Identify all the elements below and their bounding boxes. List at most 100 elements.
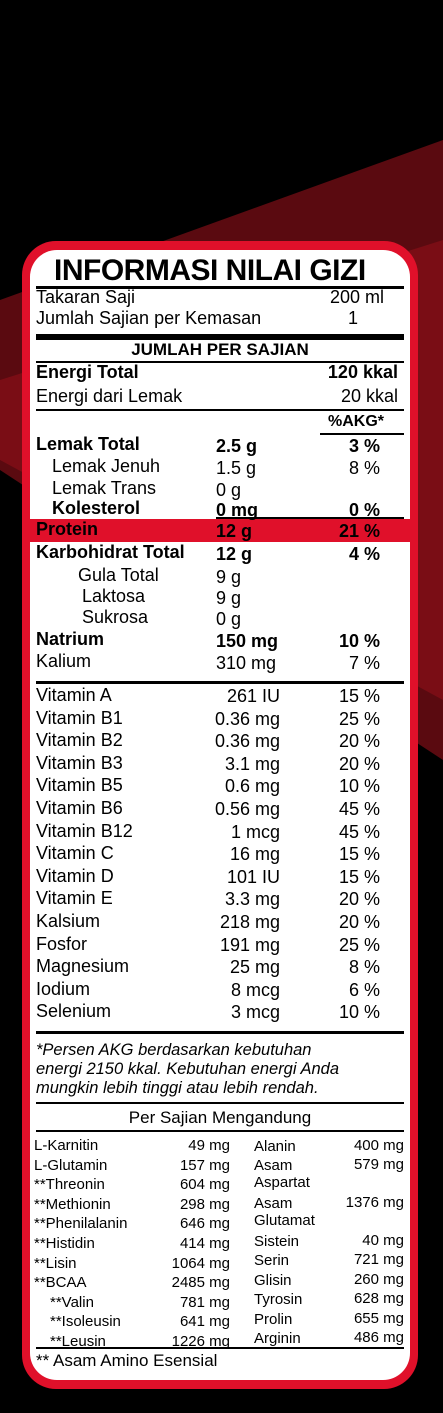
servings-per-pack-label: Jumlah Sajian per Kemasan [36,308,262,328]
amino-amount: 579 mg [353,1156,404,1173]
footnote-line-2: energi 2150 kkal. Kebutuhan energi Anda [36,1060,340,1078]
macro-label: Natrium [36,629,105,649]
vitamin-amount: 191 mg [219,934,280,955]
amino-label: Prolin [254,1311,293,1328]
vitamin-akg: 15 % [338,686,380,706]
amino-amount: 260 mg [353,1271,404,1288]
footnote-line-3: mungkin lebih tinggi atau lebih rendah. [36,1079,319,1097]
vitamin-amount: 101 IU [226,866,280,887]
macro-amount: 9 g [216,567,242,587]
amino-label: **Methionin [34,1195,111,1213]
amino-label: Tyrosin [254,1291,303,1308]
nutrition-label: INFORMASI NILAI GIZI Takaran Saji 200 ml… [30,250,410,1380]
amino-label: Serin [254,1252,290,1269]
vitamin-amount: 25 mg [229,957,280,978]
vitamin-akg: 8 % [348,957,380,978]
macro-label: Gula Total [78,565,159,585]
amino-amount: 641 mg [179,1313,230,1331]
amino-label: Arginin [254,1330,301,1347]
vitamin-amount: 218 mg [219,912,280,932]
macro-akg: 21 % [338,521,380,541]
vitamin-amount: 0.56 mg [214,799,280,819]
divider [36,286,404,289]
amino-amount: 1226 mg [171,1333,230,1350]
amino-amount: 414 mg [179,1235,230,1252]
amino-amount: 721 mg [353,1251,404,1268]
vitamin-akg: 20 % [338,731,380,752]
amino-amount: 2485 mg [171,1274,230,1292]
amino-label: Glisin [254,1272,292,1289]
vitamin-akg: 10 % [338,776,380,797]
vitamin-label: Vitamin C [36,843,114,864]
amino-label: **Isoleusin [50,1313,121,1331]
vitamin-label: Selenium [36,1001,112,1022]
vitamin-amount: 16 mg [229,844,280,865]
label-title: INFORMASI NILAI GIZI [54,254,366,287]
energy-total-value: 120 kkal [327,362,398,382]
vitamin-akg: 20 % [338,753,380,774]
amino-label: **Histidin [34,1235,95,1252]
vitamin-label: Vitamin B2 [36,730,123,751]
amino-amount: 1064 mg [171,1254,230,1272]
macro-akg: 0 % [348,500,380,520]
macro-label: Protein [36,519,99,539]
vitamin-amount: 3.1 mg [224,753,280,774]
thick-divider [36,334,404,340]
divider [36,409,404,411]
amino-label: **Lisin [34,1254,77,1272]
vitamin-amount: 0.6 mg [224,776,280,797]
macro-amount: 9 g [216,588,242,608]
divider [36,1347,404,1349]
divider [216,517,404,519]
amino-label: **Phenilalanin [34,1215,128,1233]
vitamin-akg: 15 % [338,844,380,865]
amino-amount: 604 mg [179,1176,230,1194]
vitamin-akg: 6 % [348,979,380,1000]
vitamin-label: Magnesium [36,956,130,977]
vitamin-akg: 25 % [338,934,380,955]
vitamin-akg: 25 % [338,708,380,729]
amino-amount: 628 mg [353,1290,404,1307]
amino-label: Alanin [254,1138,296,1155]
servings-per-pack-value: 1 [347,308,358,328]
vitamin-label: Kalsium [36,911,101,931]
per-serving-header: JUMLAH PER SAJIAN [131,340,309,359]
vitamin-amount: 261 IU [226,686,280,706]
macro-label: Lemak Total [36,434,140,454]
vitamin-amount: 3.3 mg [224,889,280,910]
thick-divider [36,681,404,684]
macro-amount: 0 g [216,480,242,500]
amino-amount: 1376 mg [345,1194,404,1211]
macro-amount: 0 g [216,609,242,629]
amino-label: **BCAA [34,1274,87,1292]
amino-label: L-Karnitin [34,1137,99,1154]
energy-fat-value: 20 kkal [340,386,398,406]
macro-label: Lemak Jenuh [52,456,161,476]
vitamin-akg: 45 % [338,799,380,819]
vitamin-label: Vitamin A [36,685,112,705]
macro-label: Lemak Trans [52,478,157,498]
macro-label: Kolesterol [52,498,141,518]
vitamin-label: Iodium [36,978,91,999]
macro-amount: 310 mg [216,653,277,673]
vitamin-label: Vitamin D [36,865,114,886]
macro-amount: 12 g [216,521,253,541]
amino-label: Sistein [254,1233,300,1250]
amino-label: **Valin [50,1293,94,1311]
divider [36,1130,404,1132]
amino-amount: 157 mg [179,1156,230,1174]
amino-label: **Threonin [34,1176,105,1194]
vitamin-akg: 15 % [338,866,380,887]
akg-header: %AKG* [327,413,384,430]
divider [320,433,404,435]
macro-label: Kalium [36,651,92,671]
macro-akg: 4 % [348,544,380,564]
macro-amount: 12 g [216,544,253,564]
vitamin-label: Vitamin E [36,888,113,909]
energy-fat-label: Energi dari Lemak [36,386,183,406]
divider [36,1102,404,1104]
macro-amount: 1.5 g [216,458,257,478]
vitamin-label: Vitamin B5 [36,775,123,796]
vitamin-akg: 20 % [338,889,380,910]
macro-amount: 2.5 g [216,436,258,456]
